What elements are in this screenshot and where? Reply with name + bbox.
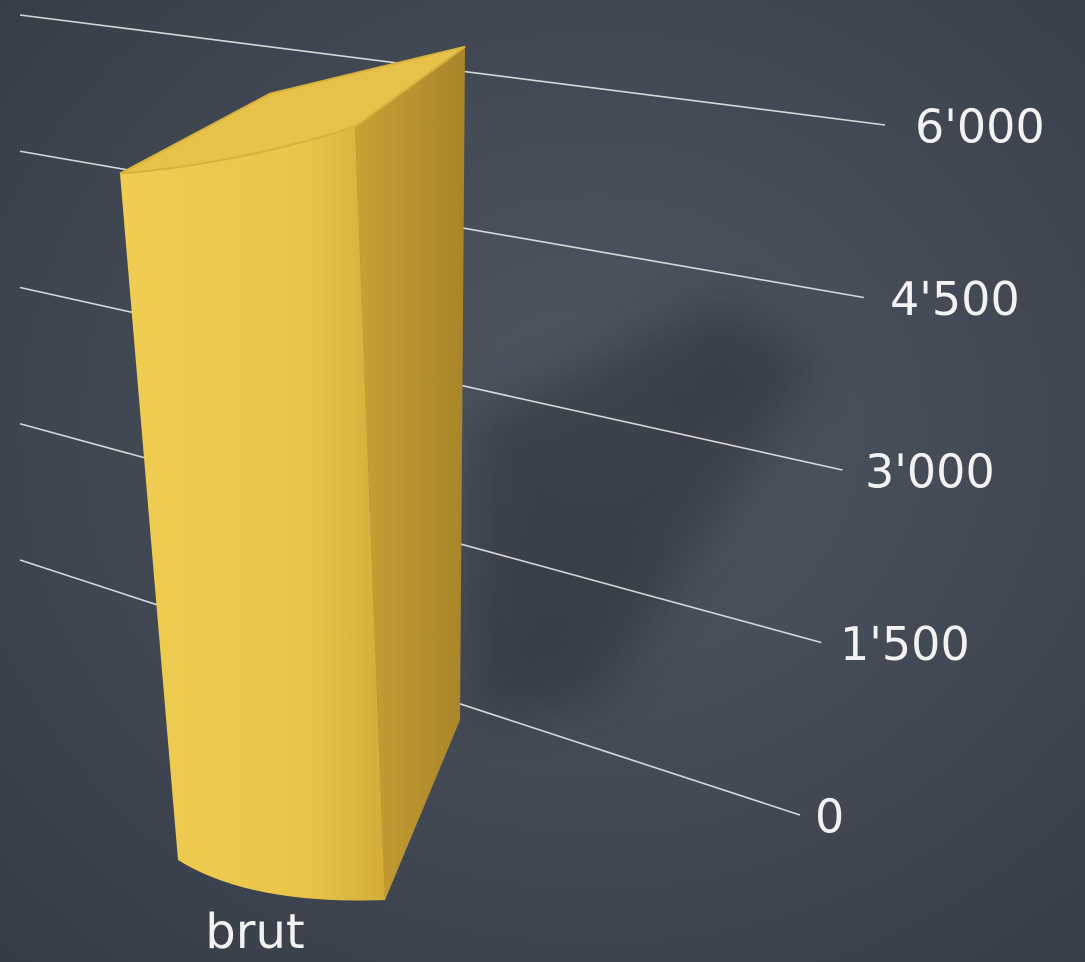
y-tick-label: 3'000 — [865, 445, 995, 499]
bar — [120, 47, 465, 901]
y-tick-label: 0 — [815, 790, 844, 844]
x-tick-label: brut — [205, 904, 304, 960]
page: {"chart_data": {"type": "bar3d", "catego… — [0, 0, 1085, 962]
y-tick-label: 1'500 — [840, 617, 970, 671]
y-tick-label: 4'500 — [890, 272, 1020, 326]
chart: 0 1'500 3'000 4'500 6'000 brut — [0, 0, 1085, 962]
y-tick-label: 6'000 — [915, 100, 1045, 154]
